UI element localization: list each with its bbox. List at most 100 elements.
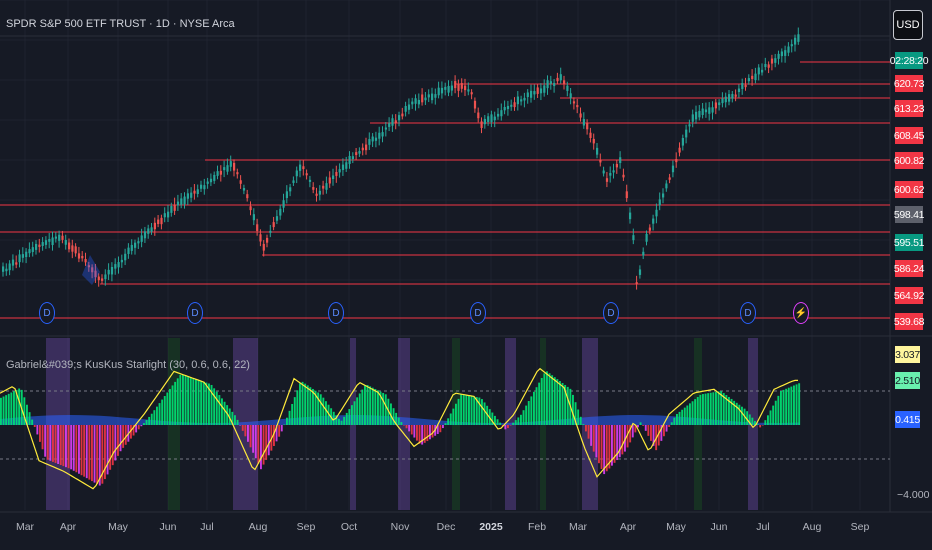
candle-body <box>38 244 41 247</box>
histogram-bar <box>80 425 83 476</box>
histogram-bar <box>179 374 182 425</box>
histogram-bar <box>507 425 509 429</box>
histogram-bar <box>106 425 109 475</box>
histogram-bar <box>637 425 639 428</box>
histogram-bar <box>15 389 18 425</box>
histogram-bar <box>176 378 179 425</box>
dividend-marker-icon[interactable]: D <box>39 302 55 324</box>
histogram-bar <box>644 425 647 431</box>
histogram-bar <box>504 425 507 430</box>
dividend-marker-icon[interactable]: D <box>603 302 619 324</box>
dividend-marker-icon[interactable]: D <box>740 302 756 324</box>
histogram-bar <box>704 393 707 425</box>
histogram-bar <box>306 385 309 425</box>
histogram-bar <box>475 397 478 425</box>
histogram-bar <box>244 425 247 437</box>
histogram-bar <box>143 423 145 425</box>
histogram-bar <box>748 414 751 425</box>
indicator-scale-min: −4.000 <box>897 489 930 501</box>
candle-body <box>652 218 655 224</box>
candle-body <box>176 201 180 206</box>
candle-body <box>209 178 213 183</box>
histogram-bar <box>683 407 686 425</box>
candle-body <box>747 78 750 82</box>
candle-body <box>718 102 721 106</box>
candle-body <box>81 256 84 259</box>
histogram-bar <box>395 412 398 425</box>
pattern-zone <box>82 255 100 285</box>
time-axis-label: Jun <box>710 521 728 533</box>
candle-body <box>579 113 582 118</box>
histogram-bar <box>494 415 496 425</box>
candle-body <box>371 136 374 142</box>
histogram-bar <box>429 425 431 440</box>
candle-body <box>599 159 602 163</box>
indicator-title[interactable]: Gabriel&#039;s KusKus Starlight (30, 0.6… <box>6 359 250 371</box>
histogram-bar <box>577 409 580 425</box>
candle-body <box>754 73 757 81</box>
histogram-bar <box>353 401 356 425</box>
dividend-marker-icon[interactable]: D <box>470 302 486 324</box>
candle-body <box>361 147 364 151</box>
candle-body <box>523 97 526 101</box>
histogram-bar <box>273 425 275 446</box>
histogram-bar <box>678 411 681 425</box>
currency-button[interactable]: USD <box>893 10 923 40</box>
candle-body <box>784 50 787 56</box>
candle-body <box>74 246 77 254</box>
candle-body <box>503 106 506 111</box>
dividend-marker-icon[interactable]: D <box>328 302 344 324</box>
candle-body <box>612 170 615 173</box>
histogram-bar <box>592 425 595 452</box>
histogram-bar <box>265 425 268 460</box>
candle-body <box>477 112 480 119</box>
histogram-bar <box>590 425 593 446</box>
earnings-marker-icon[interactable]: ⚡ <box>793 302 809 324</box>
candle-body <box>223 167 226 171</box>
histogram-bar <box>449 413 452 425</box>
indicator-value-label: 2.510 <box>895 372 920 389</box>
histogram-bar <box>200 380 203 425</box>
candle-body <box>414 98 417 104</box>
candle-body <box>94 270 97 278</box>
time-axis-label: Jun <box>159 521 177 533</box>
candle-body <box>708 107 711 114</box>
candle-body <box>259 234 262 242</box>
histogram-bar <box>540 378 543 425</box>
histogram-bar <box>598 425 600 464</box>
histogram-bar <box>564 384 567 425</box>
candle-body <box>586 122 589 130</box>
histogram-bar <box>535 387 538 425</box>
histogram-bar <box>184 375 187 425</box>
candle-body <box>137 241 140 244</box>
histogram-bar <box>169 388 171 425</box>
histogram-bar <box>499 422 502 425</box>
dividend-marker-icon[interactable]: D <box>187 302 203 324</box>
candle-body <box>470 92 473 95</box>
candle-body <box>183 196 186 205</box>
candle-body <box>440 87 444 94</box>
candle-body <box>239 180 242 184</box>
histogram-bar <box>538 382 541 425</box>
histogram-bar <box>720 391 723 425</box>
histogram-bar <box>13 391 15 425</box>
candle-body <box>226 165 229 172</box>
histogram-bar <box>652 425 655 446</box>
candle-body <box>642 251 645 256</box>
histogram-bar <box>130 425 132 439</box>
candle-body <box>513 102 516 108</box>
histogram-bar <box>93 425 96 483</box>
histogram-bar <box>33 425 36 428</box>
candle-body <box>675 159 678 163</box>
candle-body <box>48 238 51 242</box>
candle-body <box>18 254 21 263</box>
histogram-bar <box>725 395 728 425</box>
histogram-bar <box>603 425 606 475</box>
histogram-bar <box>457 398 460 425</box>
candle-body <box>731 94 734 99</box>
histogram-bar <box>70 425 73 470</box>
histogram-bar <box>317 392 320 425</box>
candle-body <box>497 113 500 117</box>
time-axis-label: Apr <box>59 521 77 533</box>
